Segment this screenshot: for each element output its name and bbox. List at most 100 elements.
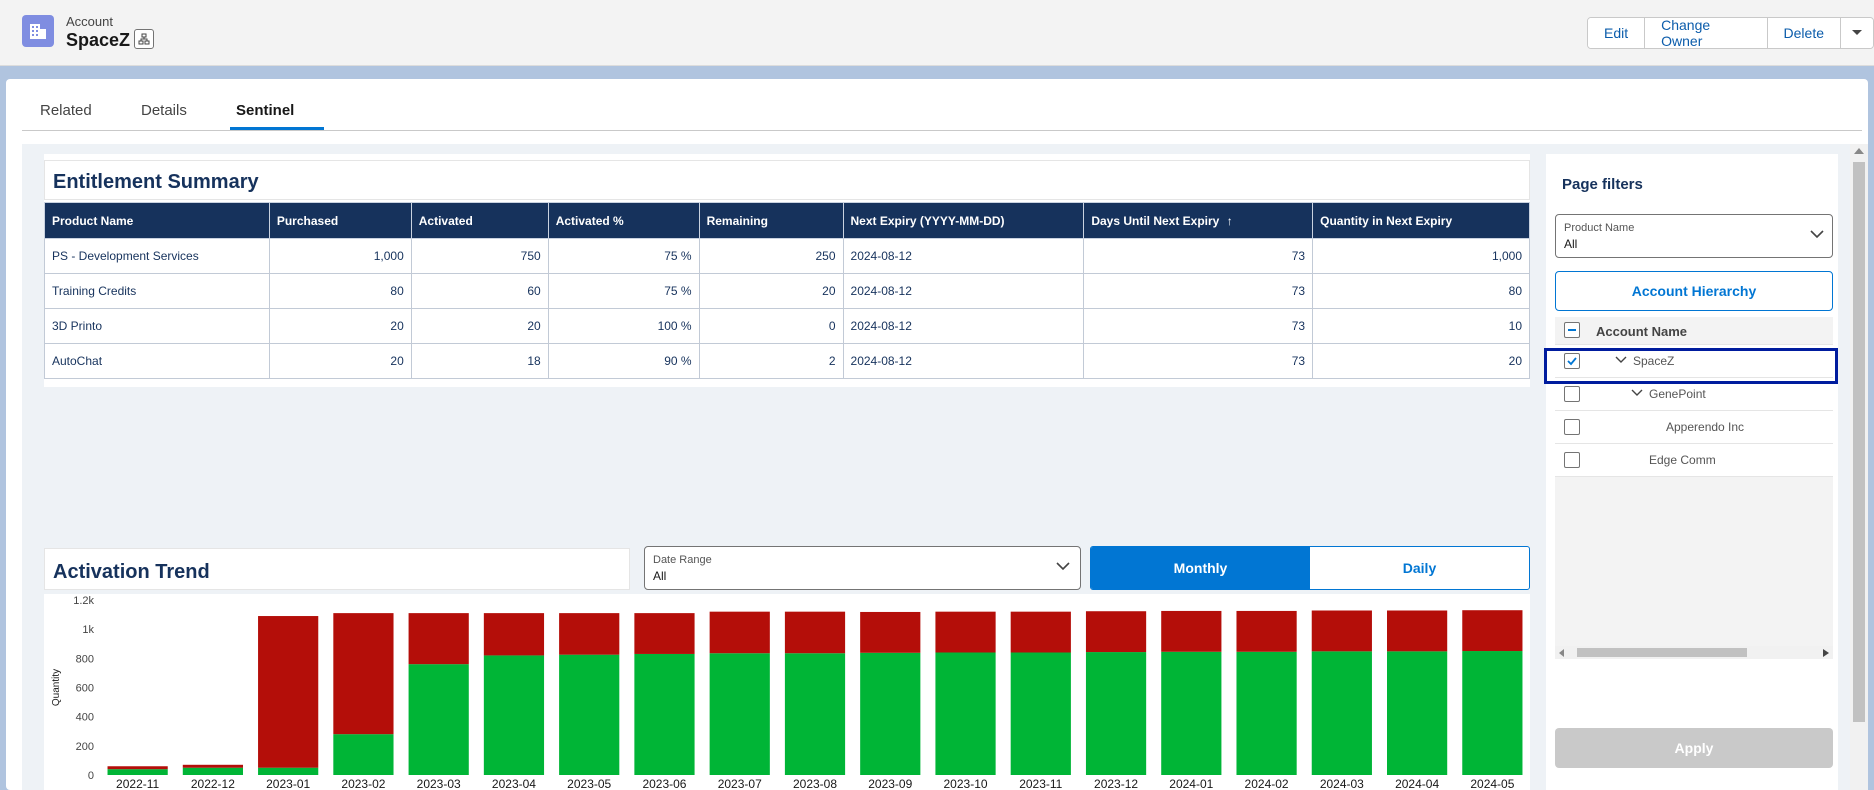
bar-activated (1462, 651, 1523, 775)
apply-button[interactable]: Apply (1555, 728, 1833, 768)
bar-remaining (1085, 611, 1147, 653)
tree-item-label: Edge Comm (1649, 453, 1716, 467)
bar-remaining (1387, 610, 1448, 652)
table-cell: 2 (698, 343, 844, 379)
table-cell: 73 (1083, 273, 1314, 309)
chevron-down-icon (1615, 356, 1627, 363)
scroll-left-icon (1559, 649, 1564, 657)
tree-item-label: Apperendo Inc (1666, 420, 1745, 434)
col-days-until-expiry[interactable]: Days Until Next Expiry ↑ (1083, 202, 1314, 239)
col-product-name[interactable]: Product Name (44, 202, 270, 239)
apperendo-checkbox[interactable] (1564, 419, 1580, 435)
bar-remaining (1161, 610, 1222, 652)
col-next-expiry[interactable]: Next Expiry (YYYY-MM-DD) (842, 202, 1085, 239)
table-row: Training Credits 80 60 75 % 20 2024-08-12 73 80 (44, 273, 1530, 309)
x-tick-label: 2023-01 (266, 777, 310, 790)
edit-button[interactable]: Edit (1588, 18, 1646, 48)
scroll-right-icon (1823, 649, 1829, 657)
x-tick-label: 2023-08 (793, 777, 837, 790)
x-tick-label: 2024-05 (1470, 777, 1514, 790)
selection-highlight (1544, 348, 1838, 384)
bar-remaining (182, 764, 243, 768)
table-cell: AutoChat (44, 343, 270, 379)
x-tick-label: 2023-05 (567, 777, 611, 790)
x-tick-label: 2023-04 (492, 777, 536, 790)
y-tick-label: 1.2k (73, 595, 94, 607)
daily-button[interactable]: Daily (1402, 560, 1437, 576)
col-activated[interactable]: Activated (410, 202, 549, 239)
sentinel-content: Entitlement Summary Product Name Purchas… (22, 144, 1866, 790)
bar-remaining (634, 613, 695, 654)
chevron-down-icon (1810, 230, 1824, 239)
select-all-checkbox[interactable] (1564, 322, 1580, 338)
record-header: Account SpaceZ Edit Change Owner Delete (0, 0, 1874, 66)
table-cell: 73 (1083, 238, 1314, 274)
genepoint-checkbox[interactable] (1564, 386, 1580, 402)
account-icon (22, 15, 54, 47)
change-owner-button[interactable]: Change Owner (1645, 18, 1768, 48)
col-qty-next-expiry[interactable]: Quantity in Next Expiry (1312, 202, 1530, 239)
x-tick-label: 2023-06 (642, 777, 686, 790)
account-hierarchy-button[interactable]: Account Hierarchy (1555, 271, 1833, 311)
tab-sentinel[interactable]: Sentinel (236, 102, 295, 119)
bar-activated (709, 653, 770, 775)
table-cell: 20 (268, 308, 412, 344)
bar-activated (1010, 652, 1071, 775)
table-cell: 20 (410, 308, 549, 344)
x-tick-label: 2024-03 (1320, 777, 1364, 790)
col-remaining[interactable]: Remaining (698, 202, 844, 239)
y-tick-label: 200 (76, 741, 94, 753)
tree-header-label: Account Name (1596, 324, 1688, 339)
table-cell: 60 (410, 273, 549, 309)
table-row: PS - Development Services 1,000 750 75 % 250… (44, 238, 1530, 274)
bar-remaining (107, 766, 168, 770)
date-range-select[interactable]: Date Range All (644, 546, 1081, 590)
monthly-button[interactable]: Monthly (1091, 547, 1310, 589)
table-cell: 2024-08-12 (842, 238, 1085, 274)
table-cell: 75 % (547, 273, 700, 309)
tree-row-apperendo[interactable]: Apperendo Inc (1555, 411, 1833, 444)
bar-remaining (1236, 610, 1297, 652)
table-cell: 90 % (547, 343, 700, 379)
page-vertical-scrollbar[interactable] (1850, 144, 1868, 790)
table-cell: PS - Development Services (44, 238, 270, 274)
more-actions-button[interactable] (1841, 18, 1873, 48)
scrollbar-thumb[interactable] (1853, 162, 1865, 722)
tree-row-edgecomm[interactable]: Edge Comm (1555, 444, 1833, 477)
tree-horizontal-scrollbar[interactable] (1555, 646, 1833, 659)
table-row: 3D Printo 20 20 100 % 0 2024-08-12 73 10 (44, 308, 1530, 344)
bar-remaining (483, 613, 545, 656)
bar-activated (483, 655, 545, 775)
tree-header: Account Name (1555, 317, 1833, 345)
page-filters-title: Page filters (1562, 176, 1643, 193)
table-cell: 1,000 (1312, 238, 1530, 274)
table-cell: 73 (1083, 308, 1314, 344)
col-activated-pct[interactable]: Activated % (547, 202, 700, 239)
spacez-checkbox[interactable] (1564, 353, 1580, 369)
table-cell: 80 (1312, 273, 1530, 309)
delete-button[interactable]: Delete (1767, 18, 1841, 48)
table-header-row: Product Name Purchased Activated Activat… (44, 202, 1530, 239)
table-cell: 80 (268, 273, 412, 309)
tab-related[interactable]: Related (40, 102, 92, 119)
table-cell: 2024-08-12 (842, 308, 1085, 344)
chart-svg: Quantity 0 200 400 600 800 1k 1.2k 2022-11 2022-1… (51, 595, 1523, 790)
table-cell: 18 (410, 343, 549, 379)
col-purchased[interactable]: Purchased (268, 202, 412, 239)
table-cell: 20 (1312, 343, 1530, 379)
table-cell: Training Credits (44, 273, 270, 309)
x-tick-label: 2024-02 (1245, 777, 1289, 790)
bar-remaining (1311, 610, 1372, 652)
table-cell: 2024-08-12 (842, 343, 1085, 379)
product-name-select[interactable]: Product Name All (1555, 214, 1833, 258)
x-tick-label: 2023-10 (944, 777, 988, 790)
scrollbar-thumb[interactable] (1577, 648, 1747, 657)
bar-remaining (333, 613, 394, 735)
view-hierarchy-icon[interactable] (134, 29, 154, 49)
tab-bar: Related Details Sentinel (22, 79, 1862, 131)
bar-activated (935, 652, 996, 775)
tab-details[interactable]: Details (141, 102, 187, 119)
bar-activated (1387, 651, 1448, 775)
bar-activated (634, 653, 695, 775)
edgecomm-checkbox[interactable] (1564, 452, 1580, 468)
